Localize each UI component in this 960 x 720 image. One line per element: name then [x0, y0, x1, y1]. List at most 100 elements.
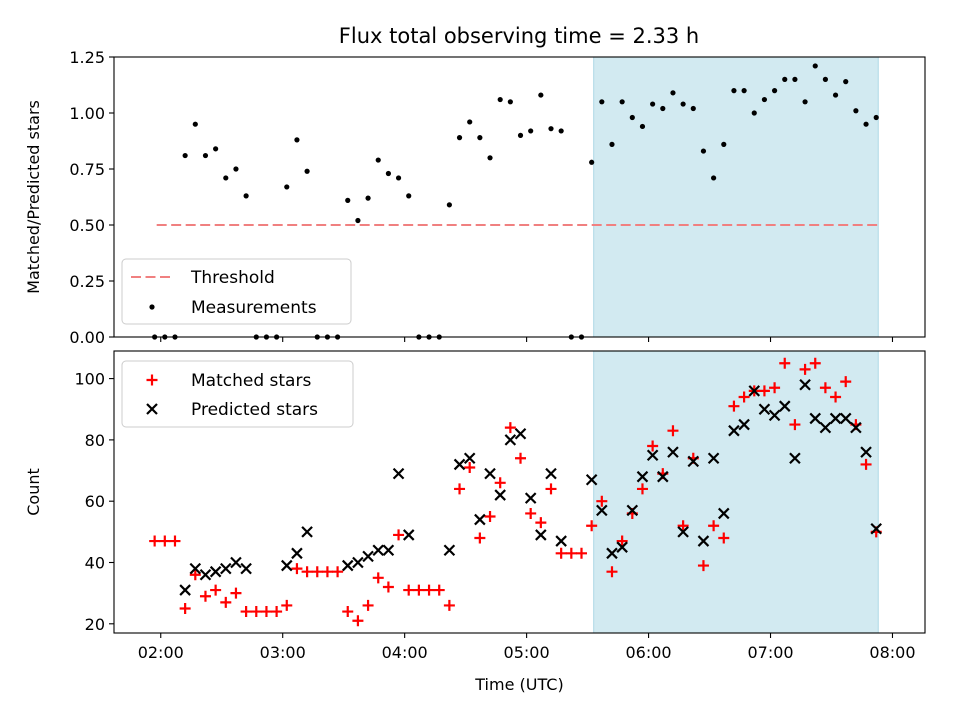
predicted-star-point — [778, 400, 791, 412]
matched-star-point — [362, 599, 374, 611]
predicted-star-point — [809, 412, 822, 425]
top-y-axis-label: Matched/Predicted stars — [24, 100, 43, 294]
matched-star-point — [382, 581, 394, 593]
matched-star-point — [697, 560, 709, 572]
predicted-star-point — [728, 424, 740, 437]
measurement-point — [446, 202, 452, 208]
predicted-star-point — [362, 550, 374, 563]
matched-star-point — [159, 535, 171, 547]
top-ytick-label: 0.75 — [69, 160, 105, 179]
matched-star-point — [545, 483, 557, 495]
measurement-point — [538, 92, 544, 98]
matched-star-point — [799, 363, 811, 375]
matched-star-point — [667, 425, 679, 437]
measurement-point — [517, 132, 524, 138]
predicted-star-point — [758, 403, 771, 416]
measurement-point — [213, 146, 219, 152]
predicted-star-point — [494, 489, 506, 501]
predicted-star-point — [209, 565, 222, 578]
predicted-star-point — [606, 547, 618, 560]
measurement-point — [843, 79, 849, 85]
measurement-point — [456, 135, 463, 141]
predicted-star-point — [748, 385, 761, 397]
legend-matched-label: Matched stars — [191, 371, 311, 391]
matched-star-point — [332, 566, 344, 578]
predicted-star-point — [555, 535, 567, 547]
matched-star-point — [281, 599, 293, 611]
predicted-star-point — [463, 452, 476, 465]
xtick-label: 03:00 — [260, 643, 306, 662]
matched-star-point — [718, 532, 730, 544]
predicted-star-point — [657, 470, 669, 483]
bottom-ytick-label: 80 — [85, 431, 105, 450]
predicted-star-point — [717, 507, 730, 520]
top-legend-box — [121, 258, 352, 325]
legend-measurements-label: Measurements — [191, 298, 317, 318]
matched-star-point — [586, 520, 598, 532]
matched-star-point — [199, 590, 211, 602]
measurement-point — [812, 63, 818, 69]
predicted-star-point — [626, 504, 639, 517]
matched-star-point — [758, 385, 770, 397]
measurement-point — [619, 99, 625, 105]
legend-predicted-label: Predicted stars — [191, 400, 318, 420]
top-ytick-label: 0.00 — [69, 328, 105, 347]
matched-star-point — [260, 606, 272, 618]
bottom-ytick-label: 40 — [85, 554, 105, 573]
predicted-star-point — [616, 541, 628, 553]
predicted-star-point — [697, 535, 710, 547]
measurement-point — [243, 193, 249, 199]
predicted-star-point — [870, 523, 882, 535]
matched-star-point — [301, 566, 313, 578]
measurement-point — [761, 96, 768, 103]
measurement-point — [690, 105, 696, 112]
top-ytick-label: 1.25 — [69, 48, 105, 67]
predicted-star-point — [829, 412, 842, 425]
measurement-point — [609, 141, 615, 147]
matched-star-point — [779, 357, 791, 369]
matched-star-point — [149, 535, 161, 547]
matched-star-point — [647, 440, 659, 452]
matched-star-point — [413, 584, 425, 596]
top-ytick-label: 1.00 — [69, 104, 105, 123]
matched-star-point — [616, 535, 628, 547]
matched-star-point — [565, 547, 577, 559]
measurement-point — [548, 126, 554, 132]
matched-star-point — [830, 391, 842, 403]
top-panel: 0.00 0.25 0.50 0.75 1.00 1.25 Matched/Predicte… — [24, 48, 926, 347]
matched-star-point — [443, 599, 455, 611]
matched-star-point — [291, 563, 303, 575]
predicted-star-point — [280, 559, 293, 572]
measurement-point — [406, 193, 412, 199]
measurement-point — [771, 88, 778, 94]
measurement-point — [284, 184, 290, 190]
matched-star-point — [525, 507, 537, 519]
predicted-star-point — [504, 434, 517, 446]
predicted-star-point — [230, 556, 242, 569]
top-ytick-label: 0.50 — [69, 216, 105, 235]
measurement-point — [751, 110, 757, 116]
predicted-star-point — [524, 492, 537, 504]
matched-star-point — [575, 547, 587, 559]
predicted-star-point — [352, 556, 364, 569]
measurement-point — [731, 88, 737, 94]
predicted-star-point — [341, 559, 354, 572]
bottom-series-x — [179, 378, 882, 596]
matched-star-point — [433, 584, 445, 596]
predicted-star-point — [687, 455, 700, 468]
measurement-point — [528, 128, 534, 134]
matched-star-point — [860, 458, 872, 470]
measurement-point — [660, 105, 666, 112]
predicted-star-point — [382, 544, 395, 557]
bottom-legend: Matched stars Predicted stars — [121, 360, 354, 428]
measurement-point — [233, 166, 239, 172]
measurement-point — [822, 76, 829, 82]
predicted-star-point — [596, 504, 608, 517]
measurement-point — [497, 96, 503, 103]
measurement-point — [192, 121, 198, 127]
measurement-point — [700, 148, 707, 154]
predicted-star-point — [291, 547, 303, 560]
measurement-point — [721, 141, 727, 147]
measurement-point — [782, 76, 788, 82]
